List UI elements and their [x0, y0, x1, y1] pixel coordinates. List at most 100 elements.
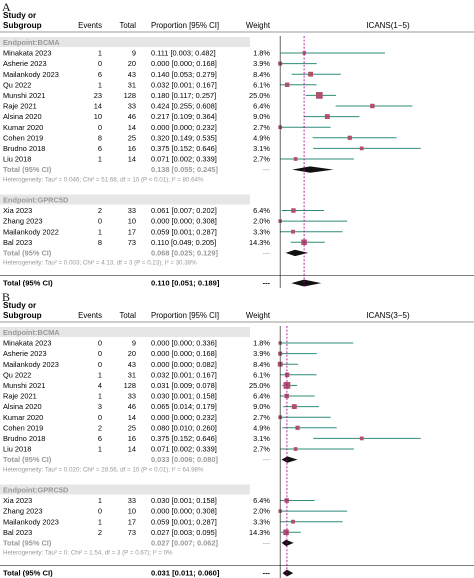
- study-events: 1: [98, 155, 102, 164]
- study-weight: 6.4%: [253, 206, 270, 215]
- subgroup-total-label: Total (95% CI): [3, 539, 52, 548]
- study-proportion-ci: 0.000 [0.000; 0.308]: [151, 507, 217, 516]
- study-marker: [308, 71, 314, 77]
- study-events: 0: [98, 413, 102, 422]
- study-events: 3: [98, 402, 102, 411]
- study-proportion-ci: 0.032 [0.001; 0.167]: [151, 370, 217, 379]
- study-proportion-ci: 0.080 [0.010; 0.260]: [151, 423, 217, 432]
- study-marker: [324, 114, 330, 120]
- study-name: Brudno 2018: [3, 434, 45, 443]
- study-marker: [359, 436, 364, 441]
- study-name: Alsina 2020: [3, 402, 42, 411]
- subgroup-total-weight: ---: [263, 165, 271, 174]
- study-total: 16: [128, 144, 136, 153]
- study-events: 6: [98, 144, 102, 153]
- study-events: 6: [98, 70, 102, 79]
- study-weight: 2.0%: [253, 507, 270, 516]
- column-header-subgroup: Subgroup: [3, 311, 42, 320]
- subgroup-header-bg: [0, 484, 250, 495]
- study-proportion-ci: 0.111 [0.003; 0.482]: [151, 49, 216, 58]
- study-events: 0: [98, 507, 102, 516]
- study-events: 0: [98, 339, 102, 348]
- study-proportion-ci: 0.000 [0.000; 0.232]: [151, 413, 217, 422]
- study-name: Mailankody 2023: [3, 360, 59, 369]
- study-proportion-ci: 0.375 [0.152; 0.646]: [151, 144, 217, 153]
- study-weight: 2.7%: [253, 123, 270, 132]
- study-weight: 4.9%: [253, 133, 270, 142]
- study-proportion-ci: 0.059 [0.001; 0.287]: [151, 227, 217, 236]
- study-events: 1: [98, 370, 102, 379]
- subgroup-header: Endpoint:GPRC5D: [3, 486, 69, 495]
- study-weight: 2.7%: [253, 413, 270, 422]
- study-events: 1: [98, 49, 102, 58]
- study-total: 20: [128, 59, 136, 68]
- study-weight: 6.1%: [253, 80, 270, 89]
- study-proportion-ci: 0.031 [0.009; 0.078]: [151, 381, 217, 390]
- study-name: Brudno 2018: [3, 144, 45, 153]
- study-name: Zhang 2023: [3, 217, 42, 226]
- study-marker: [315, 92, 323, 99]
- column-header-total: Total: [120, 21, 137, 30]
- study-weight: 9.0%: [253, 402, 270, 411]
- column-header-weight: Weight: [246, 311, 271, 320]
- study-name: Qu 2022: [3, 80, 31, 89]
- study-name: Munshi 2021: [3, 381, 45, 390]
- study-total: 14: [128, 123, 136, 132]
- panel-label: B: [2, 290, 11, 304]
- study-total: 33: [128, 392, 136, 401]
- column-header-weight: Weight: [246, 21, 271, 30]
- study-total: 33: [128, 102, 136, 111]
- study-events: 0: [98, 360, 102, 369]
- study-weight: 3.9%: [253, 59, 270, 68]
- study-marker: [283, 529, 289, 536]
- study-total: 73: [128, 528, 136, 537]
- study-events: 8: [98, 133, 102, 142]
- study-name: Munshi 2021: [3, 91, 45, 100]
- study-proportion-ci: 0.000 [0.000; 0.082]: [151, 360, 217, 369]
- study-total: 73: [128, 238, 136, 247]
- study-proportion-ci: 0.032 [0.001; 0.167]: [151, 80, 217, 89]
- subgroup-total-label: Total (95% CI): [3, 249, 52, 258]
- study-proportion-ci: 0.180 [0.117; 0.257]: [151, 91, 216, 100]
- study-name: Minakata 2023: [3, 339, 51, 348]
- study-weight: 3.3%: [253, 227, 270, 236]
- outcome-title: ICANS(3−5): [366, 311, 410, 320]
- study-proportion-ci: 0.071 [0.002; 0.339]: [151, 155, 217, 164]
- study-name: Cohen 2019: [3, 423, 43, 432]
- study-name: Kumar 2020: [3, 413, 43, 422]
- column-header-subgroup: Subgroup: [3, 21, 42, 30]
- study-name: Xia 2023: [3, 496, 32, 505]
- forest-panel-b: B Study or Subgroup Events Total Proportion …: [0, 290, 474, 578]
- column-header-proportion: Proportion [95% CI]: [151, 311, 219, 320]
- study-name: Mailankody 2022: [3, 227, 59, 236]
- study-weight: 14.3%: [249, 528, 270, 537]
- study-name: Raje 2021: [3, 392, 37, 401]
- study-name: Asherie 2023: [3, 349, 47, 358]
- column-header-total: Total: [120, 311, 137, 320]
- study-proportion-ci: 0.030 [0.001; 0.158]: [151, 392, 217, 401]
- subgroup-total-ci: 0.138 [0.055; 0.245]: [151, 165, 219, 174]
- study-events: 0: [98, 59, 102, 68]
- column-header-events: Events: [78, 21, 102, 30]
- study-events: 0: [98, 217, 102, 226]
- study-total: 46: [128, 112, 136, 121]
- subgroup-diamond: [281, 539, 294, 547]
- overall-total-ci: 0.031 [0.011; 0.060]: [151, 569, 220, 578]
- study-marker: [291, 208, 296, 213]
- study-proportion-ci: 0.000 [0.000; 0.336]: [151, 339, 217, 348]
- study-total: 43: [128, 360, 136, 369]
- subgroup-total-label: Total (95% CI): [3, 165, 52, 174]
- subgroup-heterogeneity: Heterogeneity: Tau² = 0.003; Chi² = 4.13…: [3, 260, 197, 267]
- study-events: 23: [94, 91, 102, 100]
- column-header-events: Events: [78, 311, 102, 320]
- study-proportion-ci: 0.061 [0.007; 0.202]: [151, 206, 217, 215]
- study-events: 10: [94, 112, 102, 121]
- study-weight: 3.1%: [253, 144, 270, 153]
- subgroup-heterogeneity: Heterogeneity: Tau² = 0.046; Chi² = 51.6…: [3, 176, 204, 183]
- study-events: 1: [98, 80, 102, 89]
- study-marker: [291, 404, 297, 410]
- study-events: 4: [98, 381, 102, 390]
- study-total: 10: [128, 217, 136, 226]
- subgroup-total-weight: ---: [263, 249, 271, 258]
